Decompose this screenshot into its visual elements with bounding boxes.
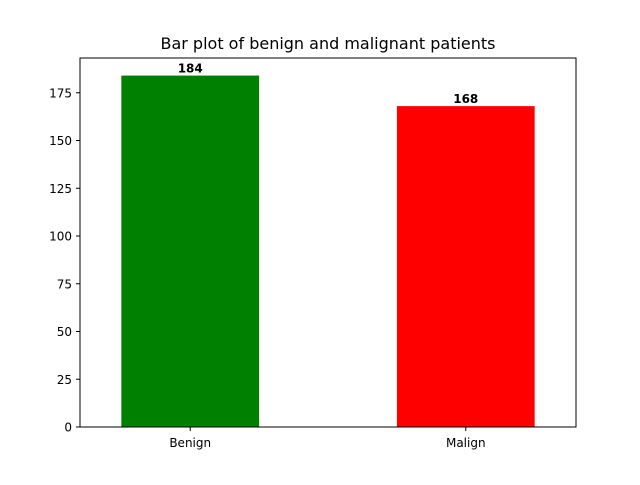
- chart-title: Bar plot of benign and malignant patient…: [160, 34, 495, 53]
- plot-area: 184 168 0 25 50 75 100 125 150 175 Benign Malign: [49, 57, 577, 450]
- x-tick-label: Malign: [446, 436, 486, 450]
- y-tick-label: 125: [49, 182, 72, 196]
- y-tick-label: 75: [57, 277, 72, 291]
- bar: [121, 75, 260, 428]
- axes-frame: [79, 57, 577, 428]
- y-tick-label: 100: [49, 230, 72, 244]
- y-tick-label: 0: [64, 421, 72, 435]
- bar: [396, 106, 535, 427]
- y-tick-label: 150: [49, 134, 72, 148]
- bar-value-label: 168: [453, 92, 478, 106]
- y-tick-label: 175: [49, 86, 72, 100]
- y-tick-label: 50: [57, 325, 72, 339]
- bar-value-label: 184: [178, 62, 203, 76]
- y-tick-label: 25: [57, 373, 72, 387]
- x-tick-label: Benign: [169, 436, 211, 450]
